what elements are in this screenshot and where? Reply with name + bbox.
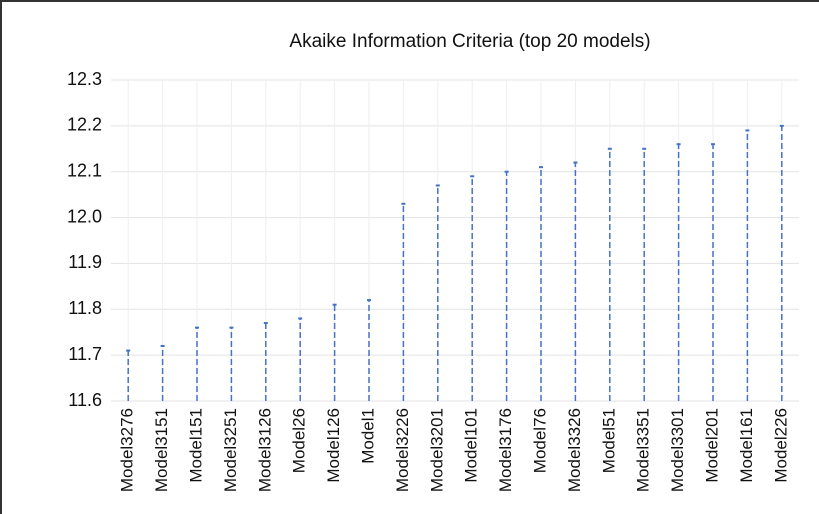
x-tick-label: Model3151 <box>152 408 171 492</box>
x-tick-label: Model101 <box>462 408 481 483</box>
y-tick-label: 11.8 <box>68 298 102 318</box>
x-tick-label: Model3326 <box>565 408 584 492</box>
y-tick-label: 11.6 <box>68 390 102 410</box>
x-tick-label: Model3276 <box>118 408 137 492</box>
x-tick-label: Model126 <box>324 408 343 483</box>
y-tick-label: 11.7 <box>68 344 102 364</box>
y-tick-label: 12.0 <box>67 206 102 226</box>
x-tick-label: Model26 <box>290 408 309 473</box>
x-tick-label: Model1 <box>358 408 377 464</box>
x-tick-label: Model3351 <box>634 408 653 492</box>
x-tick-label: Model201 <box>702 408 721 483</box>
y-tick-label: 12.3 <box>67 69 102 89</box>
x-tick-label: Model3301 <box>668 408 687 492</box>
x-tick-label: Model3226 <box>393 408 412 492</box>
x-tick-label: Model76 <box>530 408 549 473</box>
y-tick-label: 11.9 <box>68 252 102 272</box>
x-tick-label: Model3176 <box>496 408 515 492</box>
x-tick-label: Model51 <box>599 408 618 473</box>
y-tick-label: 12.1 <box>67 160 102 180</box>
x-tick-label: Model3126 <box>255 408 274 492</box>
x-tick-label: Model151 <box>186 408 205 483</box>
x-tick-label: Model3251 <box>221 408 240 492</box>
x-tick-label: Model3201 <box>427 408 446 492</box>
x-tick-label: Model161 <box>737 408 756 483</box>
y-tick-label: 12.2 <box>67 115 102 135</box>
chart-title: Akaike Information Criteria (top 20 mode… <box>289 31 650 52</box>
x-tick-label: Model226 <box>771 408 790 483</box>
